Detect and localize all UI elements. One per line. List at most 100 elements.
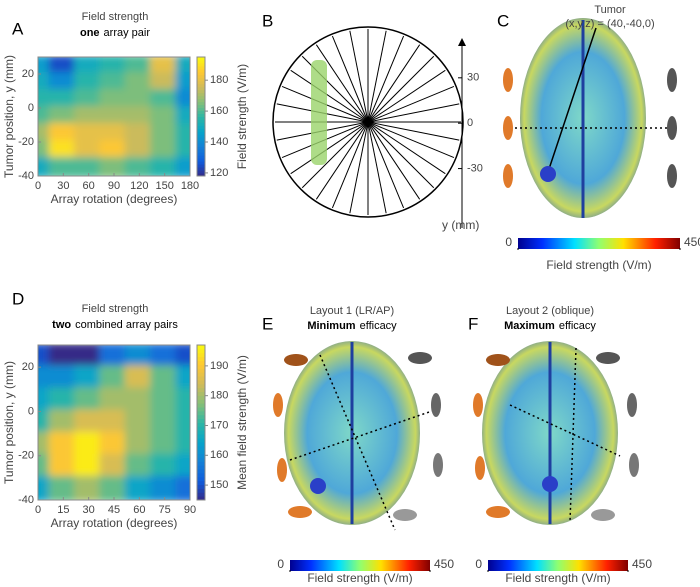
colorbar-step [197, 89, 205, 94]
colorbar-step [197, 376, 205, 381]
colorbar-step [197, 372, 205, 377]
x-tick-label: 30 [57, 180, 69, 192]
heat-cell [74, 157, 104, 176]
colorbar-step [197, 113, 205, 117]
colorbar-step [197, 430, 205, 435]
x-tick-label: 90 [108, 180, 120, 192]
annotation: Tumor [594, 4, 626, 16]
colorbar-label: Field strength (V/m) [546, 258, 651, 272]
colorbar-label: Field strength (V/m) [235, 64, 249, 169]
heat-cell [150, 57, 180, 76]
colorbar-step [197, 445, 205, 451]
heat-cell [175, 453, 190, 480]
colorbar-step [197, 65, 205, 70]
heat-cell [99, 72, 129, 93]
heat-cell [124, 106, 154, 127]
colorbar-tick-label: 0 [505, 235, 512, 249]
colorbar-step [197, 426, 205, 431]
heat-cell [99, 453, 129, 480]
heat-cell [175, 345, 190, 370]
colorbar-step [197, 122, 205, 126]
heat-cell [48, 409, 78, 436]
heat-cell [150, 123, 180, 144]
heat-cell [48, 475, 78, 500]
panel-label: D [12, 289, 24, 308]
heat-cell [150, 89, 180, 110]
colorbar-step [197, 449, 205, 454]
spoke [367, 44, 421, 123]
heatmap [38, 57, 190, 176]
subtitle: Maximum efficacy [504, 320, 596, 332]
heat-cell [74, 140, 104, 161]
heat-cell [99, 157, 129, 176]
heat-cell [48, 57, 78, 76]
x-tick-label: 15 [57, 504, 69, 516]
colorbar-step [197, 98, 205, 103]
heat-cell [74, 475, 104, 500]
colorbar-step [197, 407, 205, 412]
colorbar-tick-label: 170 [210, 419, 228, 431]
y-tick-label: 20 [22, 361, 34, 373]
heat-cell [150, 409, 180, 436]
y-tick-label: -40 [18, 170, 34, 182]
colorbar-tick-label: 160 [210, 449, 228, 461]
heat-cell [48, 453, 78, 480]
colorbar-tick-label: 180 [210, 74, 228, 86]
colorbar-step [197, 418, 205, 423]
colorbar-step [197, 68, 205, 73]
x-tick-label: 45 [108, 504, 120, 516]
y-tick-label: -20 [18, 450, 34, 462]
colorbar-step [197, 395, 205, 400]
colorbar-step [197, 492, 205, 497]
spoke [367, 121, 421, 200]
colorbar [518, 238, 680, 249]
colorbar-tick-label: 150 [210, 479, 228, 491]
heat-cell [99, 409, 129, 436]
colorbar-step [197, 161, 205, 165]
heat-cell [74, 57, 104, 76]
heat-cell [74, 72, 104, 93]
colorbar-step [197, 364, 205, 369]
colorbar-step [197, 461, 205, 466]
heat-cell [48, 387, 78, 414]
heat-cell [48, 431, 78, 458]
colorbar-step [197, 104, 205, 109]
heat-cell [74, 345, 104, 370]
colorbar-tick-label: 190 [210, 360, 228, 372]
subtitle-rest: combined array pairs [75, 319, 178, 331]
heat-cell [99, 106, 129, 127]
x-tick-label: 0 [35, 504, 41, 516]
heat-cell [124, 72, 154, 93]
colorbar-step [197, 476, 205, 482]
spoke [290, 69, 369, 123]
colorbar-tick-label: 450 [684, 235, 700, 249]
heat-cell [150, 345, 180, 370]
x-tick-label: 30 [83, 504, 95, 516]
colorbar-step [197, 164, 205, 168]
colorbar-step [197, 465, 205, 470]
colorbar-step [197, 360, 205, 365]
x-tick-label: 180 [181, 180, 199, 192]
spoke [349, 121, 369, 214]
y-tick-label: 0 [28, 405, 34, 417]
x-tick-label: 60 [133, 504, 145, 516]
colorbar-step [197, 131, 205, 135]
colorbar-step [197, 57, 205, 61]
y-tick-label: 0 [28, 102, 34, 114]
subtitle-bold: Maximum [504, 320, 555, 332]
colorbar-step [197, 101, 205, 106]
title: Layout 1 (LR/AP) [310, 305, 394, 317]
heat-cell [99, 89, 129, 110]
x-tick-label: 75 [159, 504, 171, 516]
title: Layout 2 (oblique) [506, 305, 594, 317]
heat-cell [48, 123, 78, 144]
spoke [367, 69, 446, 123]
colorbar-step [197, 441, 205, 447]
colorbar-step [197, 399, 205, 404]
heat-cell [99, 140, 129, 161]
colorbar-step [197, 422, 205, 427]
heat-cell [48, 89, 78, 110]
colorbar-step [197, 80, 205, 85]
y-tick-label: -20 [18, 136, 34, 148]
colorbar-step [197, 95, 205, 100]
